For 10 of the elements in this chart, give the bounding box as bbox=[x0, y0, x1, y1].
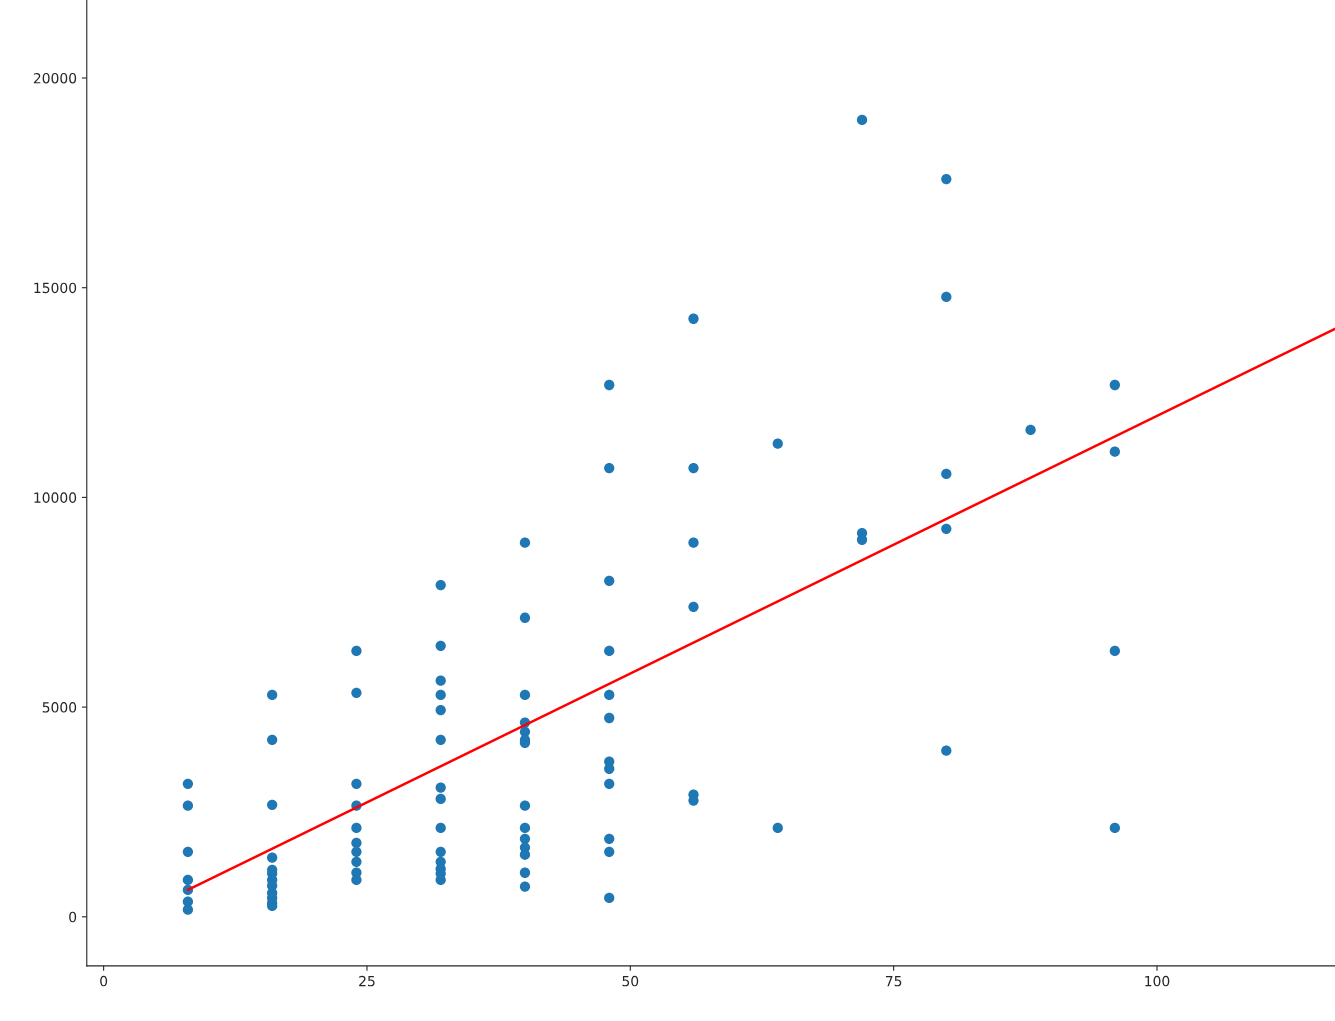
y-tick-label: 0 bbox=[69, 911, 77, 923]
y-tick-label: 15000 bbox=[34, 282, 77, 294]
x-tick-label: 25 bbox=[359, 975, 375, 987]
y-tick-label: 5000 bbox=[42, 702, 77, 713]
y-tick-label: 10000 bbox=[34, 492, 77, 503]
x-tick-label: 75 bbox=[885, 976, 902, 987]
x-tick-label: 50 bbox=[622, 975, 639, 987]
x-tick-label: 0 bbox=[100, 975, 108, 987]
x-tick-label: 100 bbox=[1145, 975, 1170, 987]
y-tick-label: 20000 bbox=[33, 72, 77, 84]
